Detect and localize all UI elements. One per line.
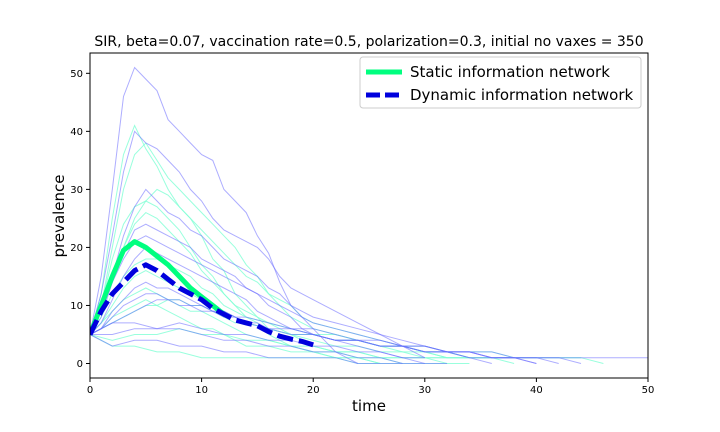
run-line-static-9 (90, 334, 448, 364)
chart-title: SIR, beta=0.07, vaccination rate=0.5, po… (94, 34, 643, 50)
plot-frame (89, 52, 649, 379)
legend: Static information network Dynamic infor… (359, 56, 642, 109)
y-tick-label: 0 (77, 359, 83, 370)
y-tick-label: 10 (70, 301, 83, 312)
x-tick-label: 20 (307, 385, 320, 396)
run-line-dynamic-13 (90, 130, 426, 359)
dynamic-mean-line (90, 262, 314, 348)
run-line-static-1 (90, 142, 492, 359)
run-line-dynamic-20 (90, 322, 448, 364)
y-axis: 0 10 20 30 40 50 (70, 69, 90, 370)
legend-dynamic-label: Dynamic information network (410, 86, 633, 104)
run-lines (90, 66, 648, 364)
legend-box (359, 56, 642, 109)
x-axis-label: time (352, 397, 386, 415)
mean-lines (90, 239, 314, 348)
x-tick-label: 10 (195, 385, 208, 396)
x-tick-label: 30 (418, 385, 431, 396)
y-tick-label: 30 (70, 185, 83, 196)
x-tick-label: 50 (642, 385, 655, 396)
y-tick-label: 40 (70, 127, 83, 138)
run-line-dynamic-12 (90, 66, 359, 364)
run-line-dynamic-21 (90, 334, 403, 364)
y-tick-label: 50 (70, 69, 83, 80)
run-line-static-3 (90, 211, 515, 359)
run-line-dynamic-17 (90, 281, 559, 364)
x-axis: 0 10 20 30 40 50 (87, 378, 655, 396)
x-tick-label: 40 (530, 385, 543, 396)
y-tick-label: 20 (70, 243, 83, 254)
run-line-dynamic-14 (90, 188, 492, 364)
run-line-static-6 (90, 299, 381, 364)
static-mean-line (90, 239, 226, 336)
run-line-static-10 (90, 188, 470, 359)
run-line-dynamic-23 (90, 293, 582, 364)
legend-static-label: Static information network (410, 63, 610, 81)
x-tick-label: 0 (87, 385, 93, 396)
run-line-dynamic-19 (90, 322, 425, 359)
y-axis-label: prevalence (50, 174, 68, 257)
